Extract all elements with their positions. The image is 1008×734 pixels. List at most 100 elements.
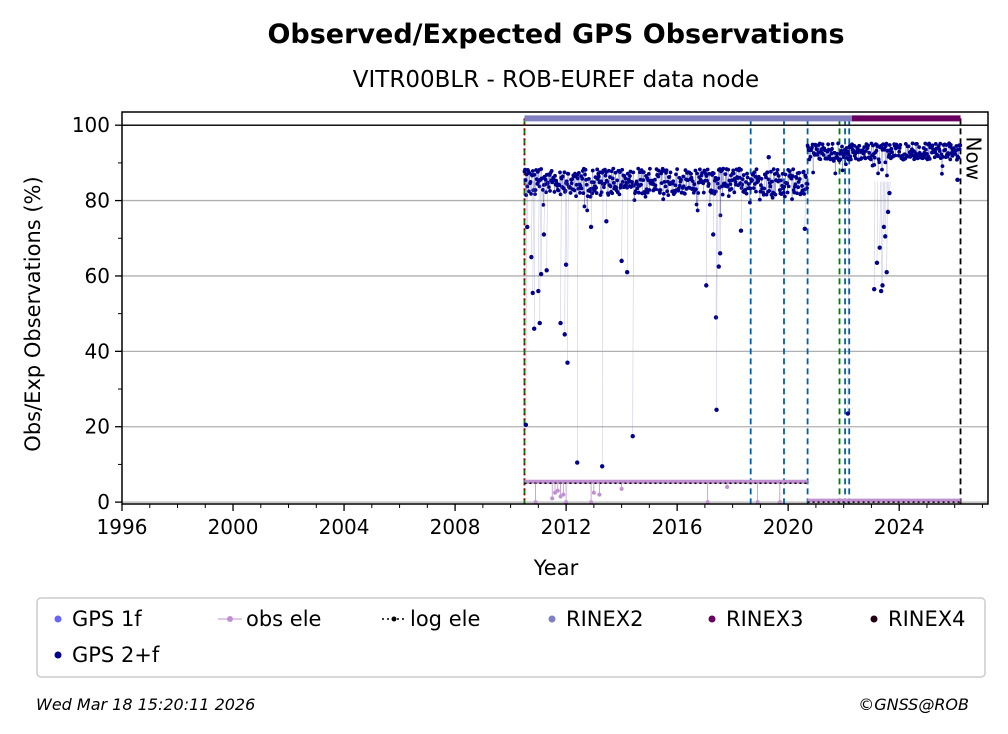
gps2f-point-s1-136 — [881, 142, 885, 147]
gps2f-point-s0-377 — [731, 171, 736, 176]
obs-ele-point-7 — [589, 500, 594, 505]
gps2f-point-s0-244 — [658, 190, 662, 195]
gps2f-link — [543, 185, 545, 205]
gps2f-point-s1-65 — [841, 155, 846, 160]
gps2f-point-s1-78 — [848, 157, 853, 162]
gps2f-point-s0-203 — [635, 186, 640, 191]
gps2f-link — [619, 172, 621, 195]
gps2f-point-s1-208 — [921, 156, 925, 160]
obs-ele-point-12 — [725, 485, 730, 490]
obs-ele-point-11 — [705, 500, 710, 505]
gps2f-point-s0-282 — [679, 177, 683, 182]
gps2f-link — [787, 169, 789, 193]
gps2f-outlier-link-19 — [626, 181, 629, 273]
gps2f-outlier-link-9 — [546, 181, 548, 271]
gps2f-outlier-5 — [536, 288, 541, 294]
gps2f-link — [568, 173, 570, 187]
gps2f-link — [559, 172, 561, 195]
gps2f-outlier-link-27 — [740, 181, 743, 231]
gps2f-link — [770, 171, 772, 195]
gps2f-link — [680, 179, 682, 193]
gps2f-outlier-link-38 — [886, 181, 888, 273]
gps2f-outlier-16 — [599, 464, 605, 469]
gps2f-outlier-21 — [704, 283, 709, 288]
gps2f-outlier-1 — [525, 224, 530, 230]
gps2f-outlier-link-37 — [885, 181, 887, 237]
obs-ele-point-6 — [564, 500, 569, 505]
gps2f-outlier-link-20 — [632, 181, 634, 437]
x-tick-label-0: 1996 — [97, 515, 148, 539]
gps2f-point-s0-390 — [739, 167, 743, 172]
plot-area: 1996 2000 2004 2008 2012 2016 2020 2024 0 20 40 60 8… — [72, 111, 989, 539]
legend-item-rinex3: RINEX3 — [708, 607, 804, 631]
gps2f-point-s0-357 — [720, 192, 725, 197]
gps2f-point-s0-482 — [790, 197, 794, 202]
gps2f-link — [787, 169, 789, 187]
gps2f-link — [900, 144, 902, 157]
gps2f-outlier-30 — [845, 411, 851, 416]
gps2f-point-s1-242 — [940, 171, 944, 176]
obs-ele-point-13 — [755, 500, 760, 505]
obs-ele-point-8 — [591, 490, 596, 495]
gps2f-link — [613, 168, 615, 183]
gps2f-outlier-link-0 — [525, 181, 527, 425]
gps2f-point-s0-202 — [634, 179, 639, 184]
gps2f-link — [755, 169, 757, 192]
gps2f-outlier-link-29 — [804, 181, 806, 229]
gps2f-point-s0-100 — [578, 190, 582, 195]
gps2f-point-s1-165 — [897, 149, 902, 154]
legend-item-obs-ele: obs ele — [218, 607, 321, 631]
footer-timestamp: Wed Mar 18 15:20:11 2026 — [36, 695, 255, 714]
gps2f-outlier-link-32 — [876, 181, 879, 263]
gps2f-point-s1-120 — [872, 162, 877, 167]
gps2f-outlier-29 — [802, 226, 808, 232]
gps2f-outlier-4 — [531, 326, 537, 331]
gps2f-link — [775, 180, 777, 195]
gps2f-link — [797, 173, 799, 188]
gps2f-outlier-9 — [544, 268, 549, 273]
gps2f-link — [530, 174, 532, 194]
gps2f-link — [722, 168, 724, 195]
gps2f-outlier-14 — [575, 460, 580, 465]
obs-ele-point-9 — [597, 492, 602, 497]
gps2f-point-s1-1 — [806, 145, 811, 150]
gps2f-outlier-12 — [563, 262, 569, 267]
gps2f-outlier-link-3 — [532, 181, 534, 293]
gps2f-link — [929, 147, 931, 159]
gps2f-outlier-link-5 — [538, 181, 540, 292]
gps2f-point-s0-20 — [533, 188, 538, 192]
gps2f-link — [658, 170, 660, 191]
legend-marker — [391, 616, 397, 622]
x-tick-label-6: 2020 — [763, 515, 814, 539]
gps2f-outlier-link-10 — [560, 181, 562, 324]
gps2f-point-s1-239 — [938, 141, 943, 146]
gps2f-point-s1-124 — [874, 148, 879, 153]
gps2f-point-s0-406 — [747, 200, 752, 205]
gps2f-point-s0-432 — [762, 186, 767, 191]
gps2f-point-s1-121 — [872, 155, 877, 160]
gps2f-point-s0-144 — [602, 181, 607, 186]
gps2f-outlier-38 — [884, 269, 889, 275]
gps2f-outlier-24 — [714, 407, 719, 412]
gps2f-point-s0-251 — [661, 191, 666, 196]
gps2f-outlier-0 — [523, 422, 529, 428]
gps2f-link — [661, 171, 663, 184]
gps2f-outlier-link-34 — [880, 181, 883, 292]
gps2f-link — [643, 172, 645, 192]
gps2f-outlier-22 — [711, 232, 716, 237]
now-label: Now — [962, 137, 986, 181]
y-axis-label: Obs/Exp Observations (%) — [21, 176, 45, 451]
y-tick-label-4: 80 — [85, 189, 110, 213]
gps2f-point-s1-235 — [936, 154, 940, 159]
obs-ele-point-5 — [561, 492, 566, 497]
gps2f-point-s0-61 — [556, 188, 561, 193]
plot-frame — [121, 111, 989, 505]
gps2f-point-s1-147 — [887, 152, 892, 157]
gps2f-outlier-link-15 — [590, 181, 593, 227]
gps2f-point-s0-452 — [773, 192, 778, 197]
gps2f-outlier-15 — [588, 224, 594, 230]
gps2f-point-s0-323 — [701, 190, 706, 195]
gps2f-outlier-19 — [624, 269, 630, 275]
legend-item-rinex4: RINEX4 — [870, 607, 966, 631]
gps2f-link — [578, 172, 580, 185]
